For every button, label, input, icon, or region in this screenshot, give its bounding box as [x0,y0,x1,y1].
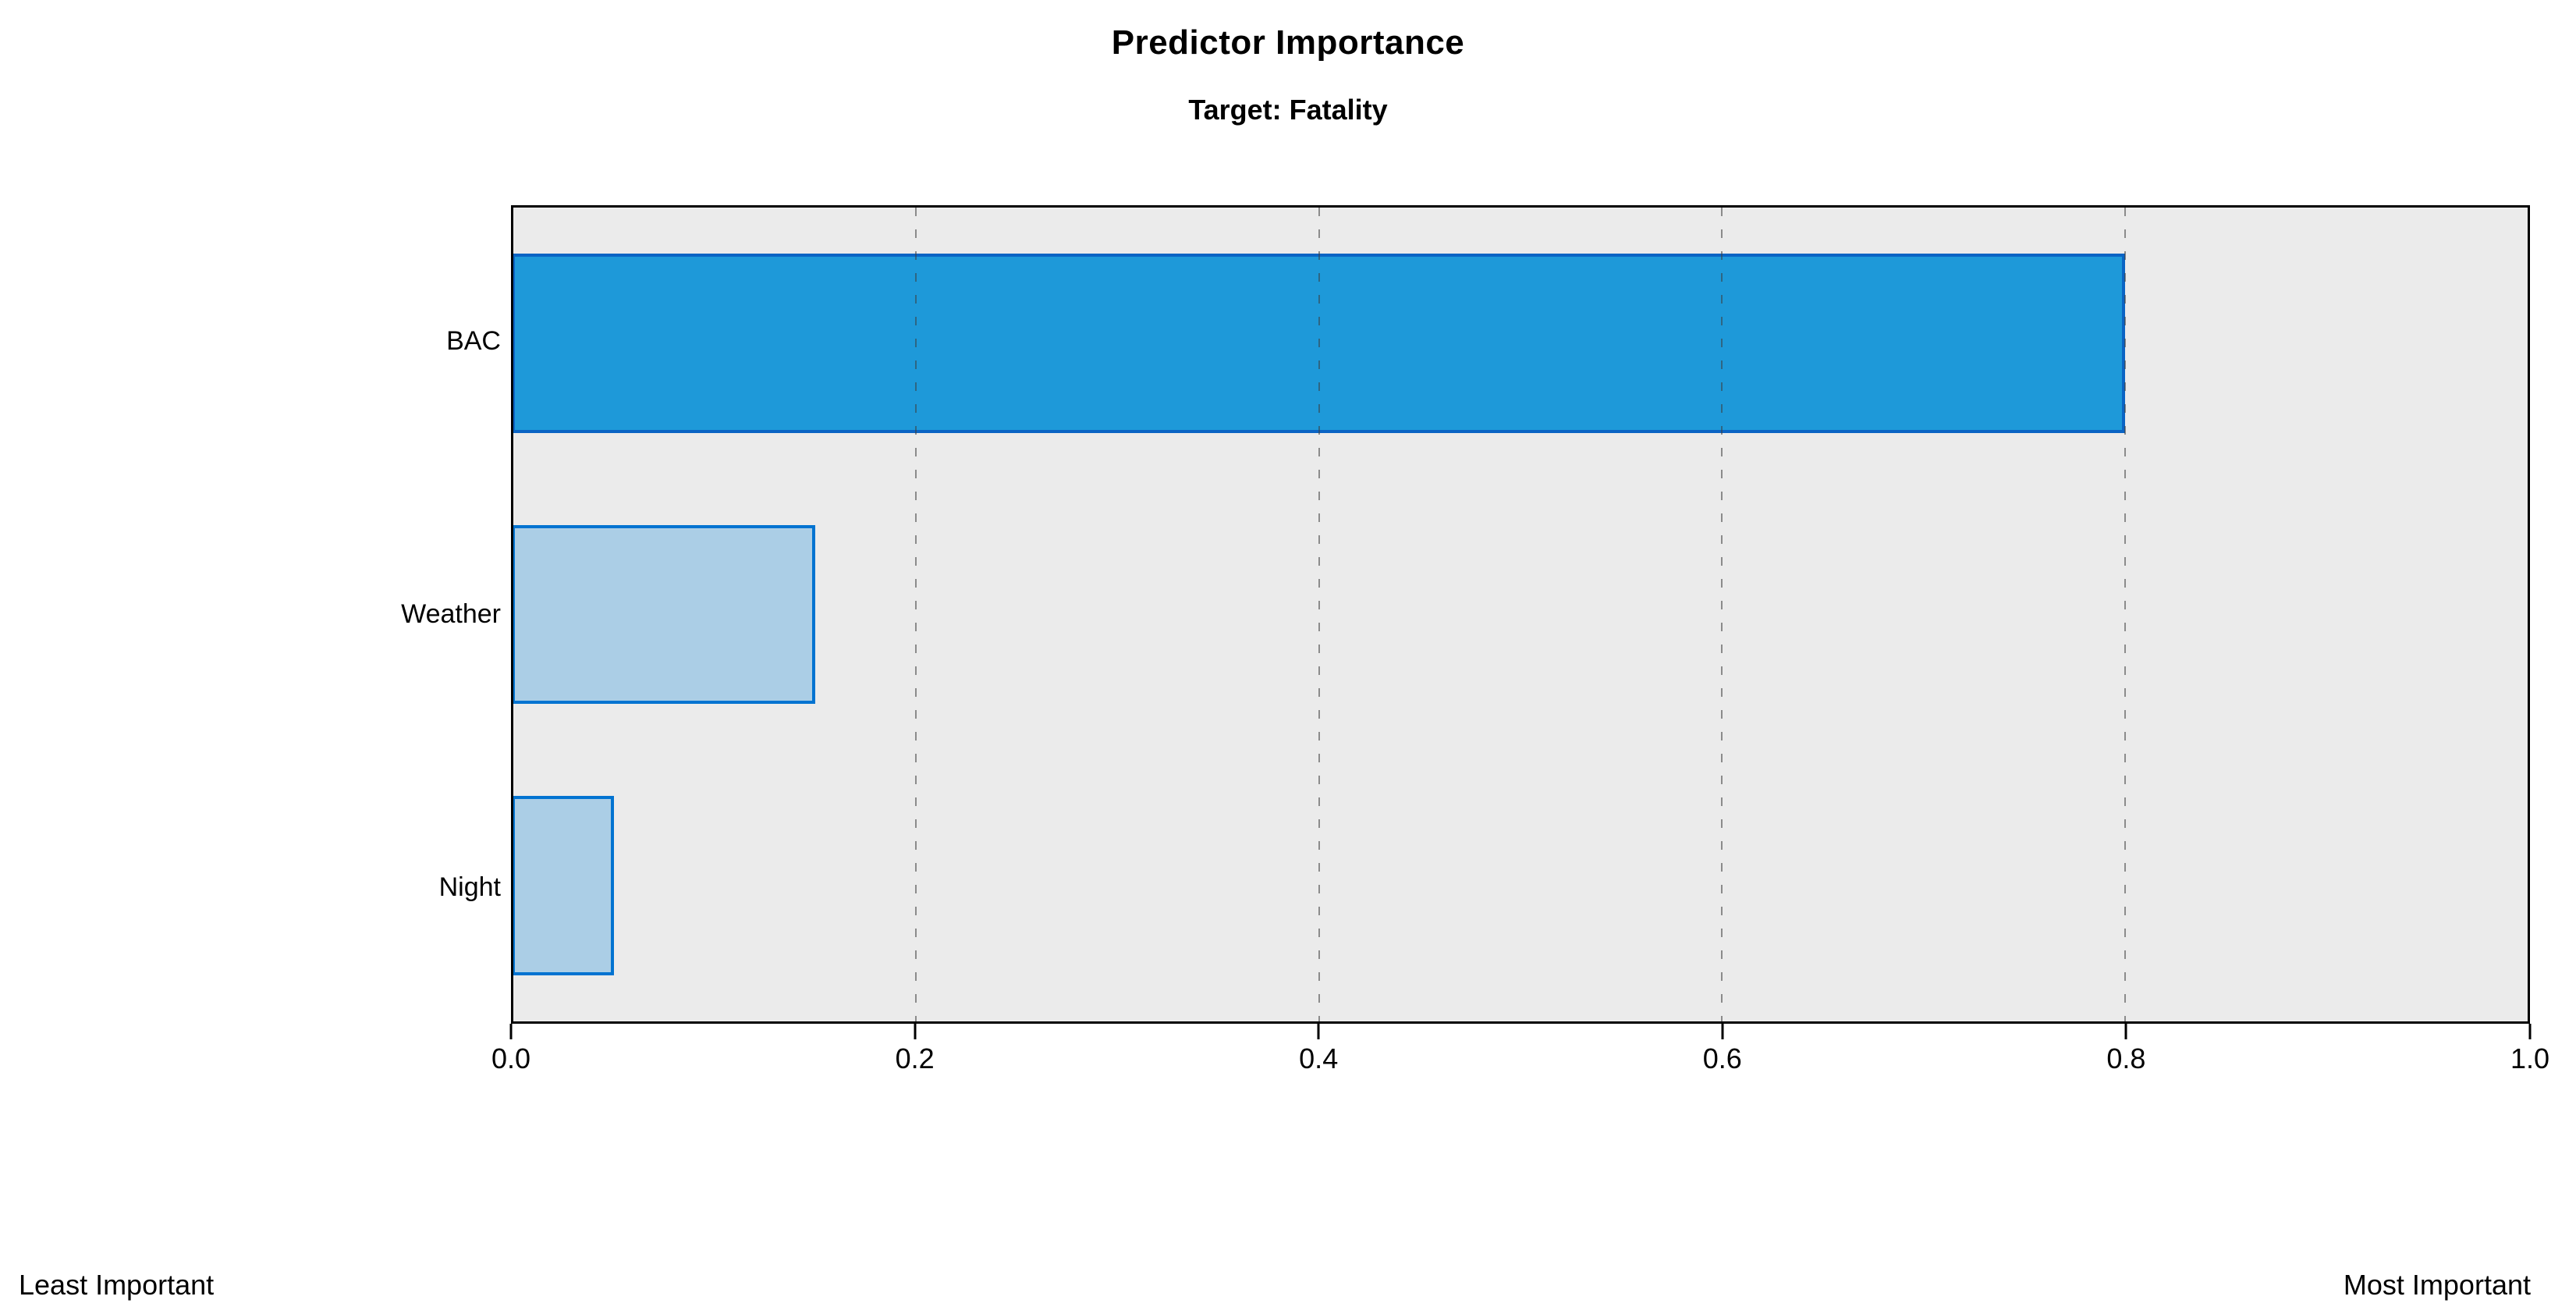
y-axis-category-labels: BAC Weather Night [0,205,501,1024]
x-tick-label-20: 0.2 [895,1042,935,1074]
x-tick-60 [1721,1024,1724,1039]
gridline-20pct [915,208,917,1021]
category-label-bac: BAC [446,326,501,357]
most-important-label: Most Important [2343,1269,2531,1301]
x-tick-label-40: 0.4 [1299,1042,1339,1074]
x-tick-label-80: 0.8 [2106,1042,2146,1074]
x-tick-80 [2124,1024,2127,1039]
plot-inner [513,208,2528,1021]
band-bac [513,208,2528,479]
x-tick-0 [509,1024,513,1039]
x-tick-100 [2528,1024,2532,1039]
importance-scale-labels: Least Important Most Important [19,1258,2531,1312]
category-label-night: Night [438,872,501,902]
x-tick-label-100: 1.0 [2510,1042,2550,1074]
least-important-label: Least Important [19,1269,215,1301]
plot-area [511,205,2530,1024]
x-tick-40 [1317,1024,1320,1039]
x-tick-20 [914,1024,917,1039]
page-subtitle: Target: Fatality [1188,94,1388,126]
bar-night [513,796,615,975]
gridline-80pct [2124,208,2126,1021]
page-title: Predictor Importance [1111,23,1465,62]
gridline-40pct [1318,208,1320,1021]
x-tick-label-60: 0.6 [1702,1042,1742,1074]
category-label-weather: Weather [401,599,501,629]
gridline-60pct [1721,208,1723,1021]
bar-weather [513,524,816,705]
x-tick-label-0: 0.0 [491,1042,531,1074]
x-axis-ticks [509,1024,2532,1041]
band-night [513,750,2528,1021]
band-weather [513,479,2528,751]
x-axis-tick-labels: 0.0 0.2 0.4 0.6 0.8 1.0 [491,1042,2549,1078]
